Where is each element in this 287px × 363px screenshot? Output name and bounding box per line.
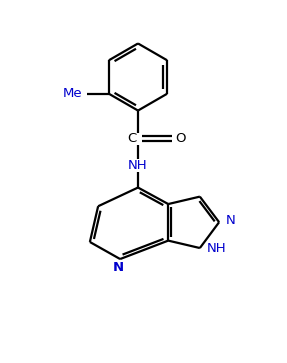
Text: N: N (226, 214, 236, 227)
Text: N: N (113, 261, 124, 274)
Text: O: O (175, 132, 186, 146)
Text: NH: NH (128, 159, 148, 171)
Text: Me: Me (62, 87, 82, 100)
Text: NH: NH (207, 242, 226, 255)
Text: C: C (127, 132, 137, 146)
